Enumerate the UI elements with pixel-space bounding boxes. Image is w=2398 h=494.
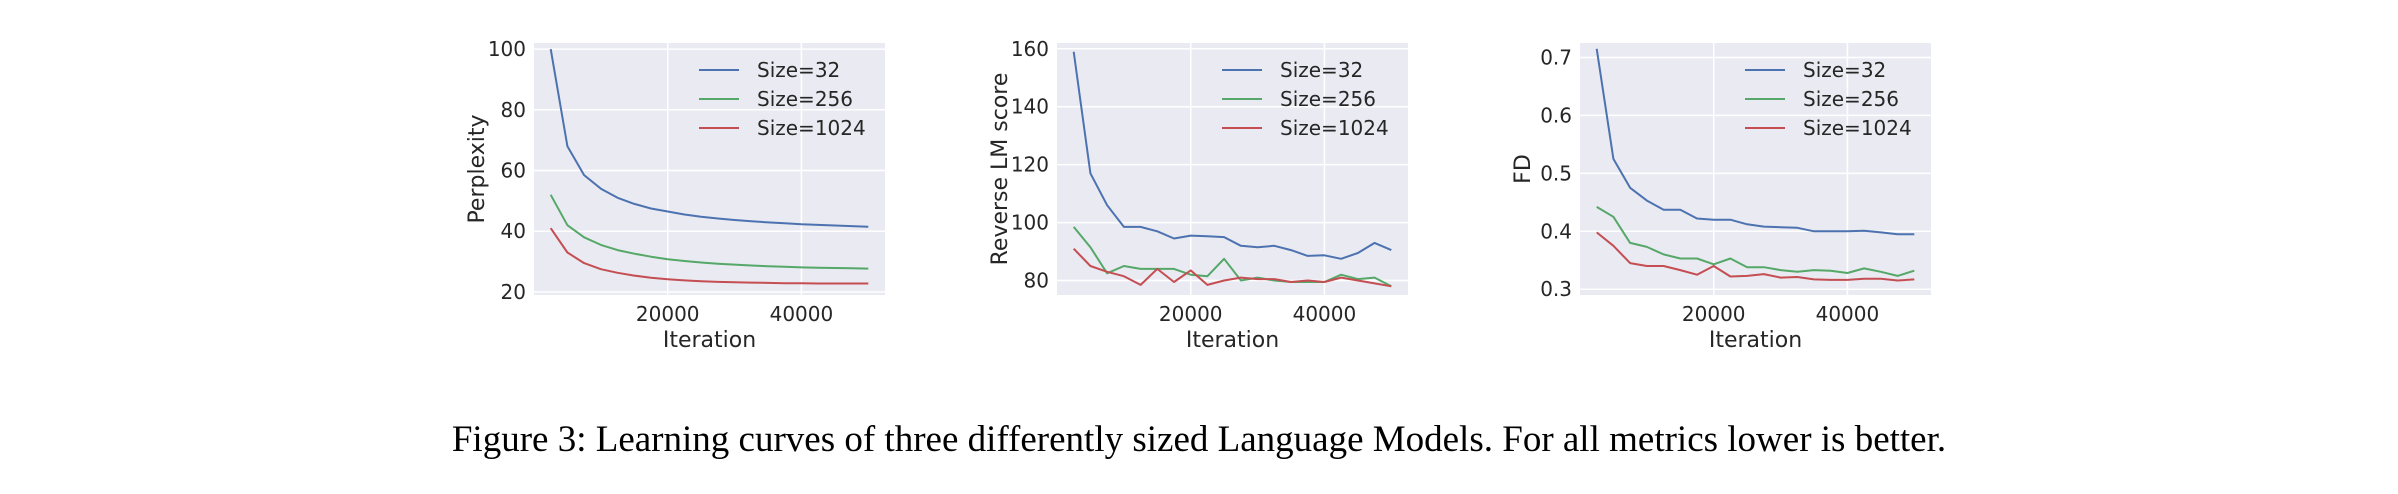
series-line-size-256	[1596, 206, 1915, 277]
series-line-size-256	[1072, 226, 1392, 288]
plot-area	[534, 43, 885, 295]
legend-entry: Size=32	[1803, 58, 1886, 82]
x-tick-label: 40000	[770, 302, 834, 326]
subplot-1: 20 40 60 80 100 20000 40000 Iteration Perplexity…	[465, 37, 885, 353]
legend-entry: Size=256	[757, 87, 853, 111]
y-tick-label: 0.4	[1540, 219, 1572, 243]
series-line-size-32	[1595, 48, 1915, 236]
y-axis-label: Perplexity	[465, 114, 490, 223]
learning-curves-chart: 20 40 60 80 100 20000 40000 Iteration Perplexity…	[465, 37, 1931, 353]
y-tick-label: 100	[488, 37, 526, 61]
x-axis-label: Iteration	[1186, 328, 1279, 353]
y-tick-label: 0.3	[1540, 277, 1572, 301]
legend-entry: Size=32	[757, 58, 840, 82]
legend-entry: Size=1024	[757, 116, 866, 140]
y-tick-label: 100	[1011, 211, 1049, 235]
y-axis-label: Reverse LM score	[988, 73, 1013, 266]
plot-area	[1057, 43, 1408, 295]
legend-entry: Size=256	[1803, 87, 1899, 111]
y-tick-label: 60	[501, 159, 526, 183]
legend-entry: Size=1024	[1803, 116, 1912, 140]
series-line-size-32	[1072, 51, 1392, 260]
y-tick-label: 80	[1024, 269, 1049, 293]
y-tick-label: 140	[1011, 95, 1049, 119]
y-tick-label: 0.5	[1540, 161, 1572, 185]
y-tick-label: 160	[1011, 37, 1049, 61]
x-tick-label: 40000	[1293, 302, 1357, 326]
x-axis-label: Iteration	[1709, 328, 1802, 353]
series-line-size-1024	[1596, 231, 1915, 282]
x-tick-label: 20000	[636, 302, 700, 326]
legend-entry: Size=1024	[1280, 116, 1389, 140]
y-tick-label: 80	[501, 98, 526, 122]
subplot-3: 0.3 0.4 0.5 0.6 0.7 20000 40000 Iteration FD Size…	[1511, 43, 1931, 353]
y-tick-label: 0.7	[1540, 45, 1572, 69]
x-axis-label: Iteration	[663, 328, 756, 353]
series-line-size-1024	[549, 227, 869, 285]
plot-area	[1580, 43, 1931, 295]
legend-entry: Size=256	[1280, 87, 1376, 111]
series-line-size-1024	[1072, 248, 1392, 288]
legend-entry: Size=32	[1280, 58, 1363, 82]
x-tick-label: 40000	[1816, 302, 1880, 326]
figure-caption: Figure 3: Learning curves of three diffe…	[451, 419, 1947, 460]
y-axis-label: FD	[1511, 154, 1536, 184]
x-tick-label: 20000	[1159, 302, 1223, 326]
x-tick-label: 20000	[1682, 302, 1746, 326]
series-line-size-32	[549, 48, 869, 228]
y-tick-label: 20	[501, 280, 526, 304]
y-tick-label: 120	[1011, 153, 1049, 177]
series-line-size-256	[549, 194, 869, 270]
y-tick-label: 40	[501, 219, 526, 243]
y-tick-label: 0.6	[1540, 103, 1572, 127]
subplot-2: 80 100 120 140 160 20000 40000 Iteration Reverse…	[988, 37, 1408, 353]
